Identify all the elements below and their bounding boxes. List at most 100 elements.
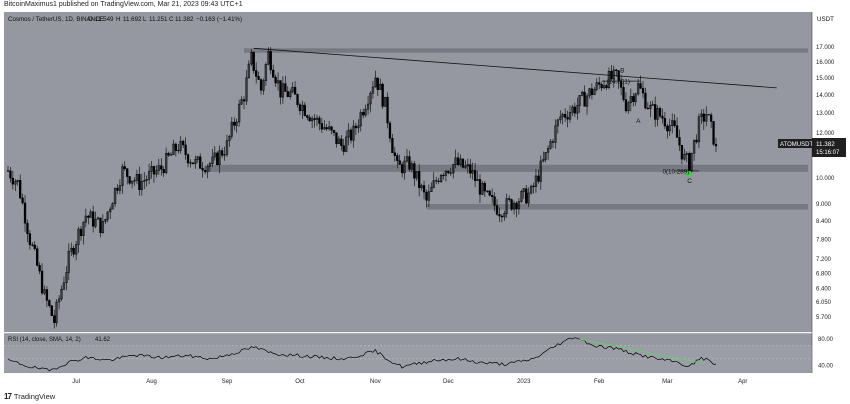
candle-body xyxy=(194,159,197,165)
candle-body xyxy=(65,272,68,284)
candle-body xyxy=(444,170,448,176)
candle-body xyxy=(155,170,158,175)
bottom-marker xyxy=(686,170,693,177)
x-tick-label: 2023 xyxy=(517,379,531,385)
candle-body xyxy=(544,152,547,160)
candle-body xyxy=(418,171,421,188)
legend-l-label: L xyxy=(143,16,147,23)
candle-body xyxy=(235,121,238,126)
candle-body xyxy=(111,203,114,210)
candle-body xyxy=(145,179,148,181)
y-tick-label: 5.700 xyxy=(816,315,832,321)
footer-brand[interactable]: 17 TradingView xyxy=(4,391,55,402)
candle-body xyxy=(116,187,119,191)
candle-body xyxy=(568,112,572,120)
candle-body xyxy=(345,136,348,152)
rsi-pane[interactable] xyxy=(4,333,812,373)
candle-body xyxy=(366,103,370,110)
candle-body xyxy=(697,116,701,143)
candle-body xyxy=(286,91,289,97)
candle-body xyxy=(683,154,686,160)
footer-brand-label: TradingView xyxy=(13,392,56,401)
price-axis[interactable] xyxy=(812,12,846,373)
candle-body xyxy=(53,315,56,324)
candle-body xyxy=(398,160,401,165)
candle-body xyxy=(651,104,654,106)
candle-body xyxy=(529,185,533,194)
candle-body xyxy=(60,288,63,300)
candle-body xyxy=(342,145,345,152)
candle-body xyxy=(678,137,681,146)
candle-body xyxy=(240,99,243,105)
candle-body xyxy=(629,96,632,104)
legend-o-label: O xyxy=(88,16,93,23)
candle-body xyxy=(140,181,143,190)
candle-body xyxy=(415,171,418,179)
price-pane[interactable] xyxy=(4,12,812,332)
candle-body xyxy=(318,117,321,124)
candle-body xyxy=(26,222,29,234)
candle-body xyxy=(491,195,494,198)
candle-body xyxy=(128,176,131,184)
candle-body xyxy=(279,80,282,98)
candle-body xyxy=(576,105,579,114)
candle-body xyxy=(14,181,17,185)
y-tick-label: 7.200 xyxy=(816,257,832,263)
candle-body xyxy=(517,201,521,210)
candle-body xyxy=(138,174,141,190)
candle-body xyxy=(624,99,628,112)
candle-body xyxy=(189,162,192,164)
candle-body xyxy=(705,114,708,122)
candle-body xyxy=(55,301,58,324)
candle-body xyxy=(252,51,255,71)
tradingview-logo-icon: 17 xyxy=(4,392,12,401)
candle-body xyxy=(605,85,608,89)
candle-body xyxy=(593,89,596,95)
candle-body xyxy=(36,248,39,266)
candle-body xyxy=(281,83,285,98)
candle-body xyxy=(646,107,650,110)
candle-body xyxy=(179,140,182,151)
candle-body xyxy=(473,170,477,181)
candle-body xyxy=(542,159,545,162)
candle-body xyxy=(347,129,350,138)
candle-body xyxy=(495,205,499,215)
candle-body xyxy=(79,228,83,236)
candle-body xyxy=(218,150,221,165)
candle-body xyxy=(546,147,550,153)
x-tick-label: Nov xyxy=(370,379,381,385)
candle-body xyxy=(220,150,224,156)
candle-body xyxy=(33,244,36,249)
candle-body xyxy=(442,174,445,177)
candle-body xyxy=(19,180,22,199)
candle-body xyxy=(135,174,139,181)
candle-body xyxy=(177,150,180,152)
candle-body xyxy=(522,188,525,192)
candle-body xyxy=(225,140,229,155)
candle-body xyxy=(359,112,362,127)
candle-body xyxy=(666,125,669,132)
candle-body xyxy=(454,157,457,165)
candle-body xyxy=(437,180,440,182)
candle-body xyxy=(588,88,591,97)
candle-body xyxy=(498,214,501,217)
candle-body xyxy=(371,86,375,94)
candle-body xyxy=(276,80,280,84)
x-tick-label: Feb xyxy=(594,379,605,385)
candle-body xyxy=(216,152,219,165)
candle-body xyxy=(435,180,438,182)
candle-body xyxy=(639,83,642,89)
candle-body xyxy=(641,87,645,94)
candle-body xyxy=(133,180,136,182)
candle-body xyxy=(508,198,511,200)
candle-body xyxy=(203,169,207,173)
candle-body xyxy=(566,117,569,120)
candle-body xyxy=(94,218,97,227)
candle-body xyxy=(308,117,311,122)
candle-body xyxy=(578,95,581,106)
candle-body xyxy=(87,215,90,218)
x-tick-label: Sep xyxy=(222,379,233,385)
candle-body xyxy=(230,121,233,137)
rsi-line xyxy=(7,337,717,372)
